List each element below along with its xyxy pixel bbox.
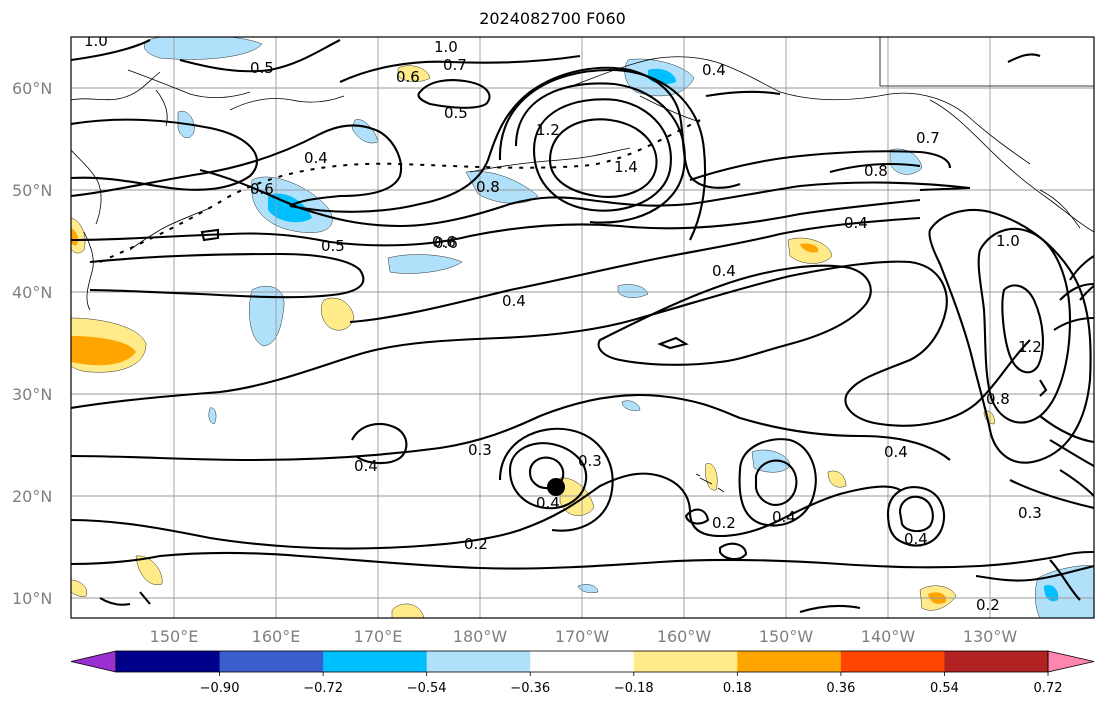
lon-label: 130°W [963, 627, 1018, 646]
contour-label: 0.5 [444, 104, 468, 122]
contour-label: 0.2 [976, 596, 1000, 614]
longitude-labels: 150°E 160°E 170°E 180°W 170°W 160°W 150°… [150, 627, 1018, 646]
contour-label: 0.4 [354, 457, 378, 475]
contour-label: 0.7 [916, 129, 940, 147]
colorbar-segment [530, 651, 635, 672]
contour-label: 0.3 [468, 441, 492, 459]
coastlines [71, 37, 1094, 493]
storm-center-marker [547, 478, 565, 496]
lat-label: 20°N [12, 487, 52, 506]
lon-label: 180°W [453, 627, 508, 646]
contour-label: 1.0 [434, 38, 458, 56]
lon-label: 150°E [150, 627, 199, 646]
contour-label: 0.6 [434, 234, 458, 252]
contour-label: 0.4 [702, 61, 726, 79]
colorbar-label: −0.18 [614, 681, 654, 696]
colorbar-segment [944, 651, 1049, 672]
lon-label: 160°E [252, 627, 301, 646]
graticule [71, 37, 1094, 618]
colorbar-segment [323, 651, 428, 672]
map-plot-area: 1.0 0.5 0.6 1.0 0.7 0.5 0.4 0.4 0.6 0.8 … [71, 32, 1094, 618]
colorbar-segment [840, 651, 945, 672]
contour-label: 1.2 [536, 121, 560, 139]
lon-label: 140°W [861, 627, 916, 646]
dashed-track-line [99, 119, 701, 263]
contour-label: 0.4 [502, 292, 526, 310]
contour-label: 0.3 [578, 452, 602, 470]
lat-label: 30°N [12, 385, 52, 404]
colorbar-label: −0.36 [510, 681, 550, 696]
colorbar: −0.90 −0.72 −0.54 −0.36 −0.18 0.18 0.36 0.54 0.7… [70, 650, 1095, 696]
colorbar-segment [633, 651, 738, 672]
contour-label: 0.8 [986, 390, 1010, 408]
colorbar-label: 0.54 [930, 681, 959, 696]
colorbar-label: 0.72 [1034, 681, 1063, 696]
lon-label: 160°W [657, 627, 712, 646]
lat-label: 40°N [12, 283, 52, 302]
map-frame [70, 36, 1095, 619]
contour-label: 0.7 [443, 56, 467, 74]
lat-label: 50°N [12, 181, 52, 200]
contour-label: 0.4 [772, 508, 796, 526]
colorbar-segment [219, 651, 324, 672]
colorbar-extend-low [70, 650, 117, 673]
contour-label: 0.2 [712, 514, 736, 532]
latitude-labels: 60°N 50°N 40°N 30°N 20°N 10°N [12, 79, 52, 608]
contour-lines [71, 39, 1094, 614]
contour-label: 0.3 [1018, 504, 1042, 522]
contour-label: 1.4 [614, 158, 638, 176]
colorbar-segment [116, 651, 221, 672]
colorbar-segment [737, 651, 842, 672]
colorbar-label: −0.54 [407, 681, 447, 696]
contour-label: 0.4 [536, 494, 560, 512]
lat-label: 10°N [12, 589, 52, 608]
contour-label: 1.0 [84, 32, 108, 50]
contour-label: 0.6 [432, 233, 456, 251]
contour-labels: 1.0 0.5 0.6 1.0 0.7 0.5 0.4 0.4 0.6 0.8 … [84, 32, 1042, 614]
figure-title: 2024082700 F060 [479, 9, 626, 28]
contour-label: 0.6 [396, 68, 420, 86]
lon-label: 170°E [354, 627, 403, 646]
colorbar-label: 0.36 [826, 681, 855, 696]
colorbar-extend-high [1047, 650, 1095, 673]
contour-label: 0.4 [304, 149, 328, 167]
contour-label: 0.5 [250, 59, 274, 77]
contour-label: 0.8 [476, 178, 500, 196]
contour-label: 0.2 [464, 535, 488, 553]
colorbar-frame [115, 650, 1049, 673]
contour-label: 0.4 [884, 443, 908, 461]
lon-label: 170°W [555, 627, 610, 646]
contour-label: 0.4 [712, 262, 736, 280]
colorbar-label: 0.18 [723, 681, 752, 696]
contour-label: 0.4 [904, 530, 928, 548]
lon-label: 150°W [759, 627, 814, 646]
colorbar-label: −0.72 [303, 681, 343, 696]
contour-label: 0.5 [321, 237, 345, 255]
colorbar-label: −0.90 [200, 681, 240, 696]
contour-label: 0.8 [864, 162, 888, 180]
colorbar-segment [426, 651, 531, 672]
contour-label: 0.6 [250, 180, 274, 198]
lat-label: 60°N [12, 79, 52, 98]
contour-label: 1.0 [996, 232, 1020, 250]
contour-label: 1.2 [1018, 338, 1042, 356]
contour-label: 0.4 [844, 214, 868, 232]
